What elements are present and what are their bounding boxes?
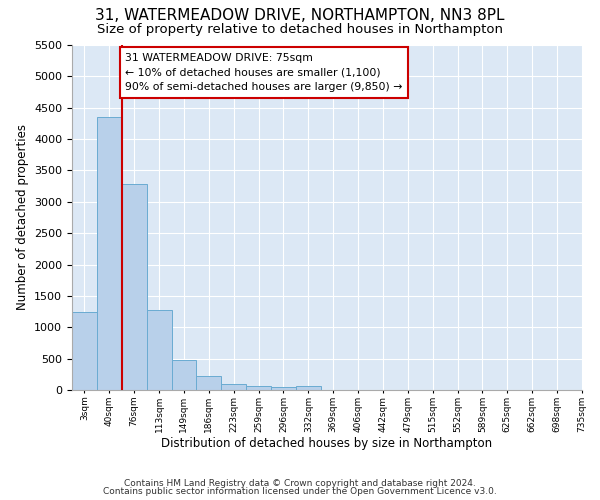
Bar [221,384,246,390]
Bar [271,387,296,390]
Text: 31, WATERMEADOW DRIVE, NORTHAMPTON, NN3 8PL: 31, WATERMEADOW DRIVE, NORTHAMPTON, NN3 … [95,8,505,22]
Text: 31 WATERMEADOW DRIVE: 75sqm
← 10% of detached houses are smaller (1,100)
90% of : 31 WATERMEADOW DRIVE: 75sqm ← 10% of det… [125,52,403,92]
Text: Contains HM Land Registry data © Crown copyright and database right 2024.: Contains HM Land Registry data © Crown c… [124,478,476,488]
X-axis label: Distribution of detached houses by size in Northampton: Distribution of detached houses by size … [161,438,493,450]
Y-axis label: Number of detached properties: Number of detached properties [16,124,29,310]
Bar [172,360,196,390]
Bar [296,386,321,390]
Bar [196,376,221,390]
Text: Size of property relative to detached houses in Northampton: Size of property relative to detached ho… [97,22,503,36]
Bar [72,312,97,390]
Bar [122,184,146,390]
Bar [146,310,172,390]
Bar [246,386,271,390]
Text: Contains public sector information licensed under the Open Government Licence v3: Contains public sector information licen… [103,487,497,496]
Bar [97,117,122,390]
